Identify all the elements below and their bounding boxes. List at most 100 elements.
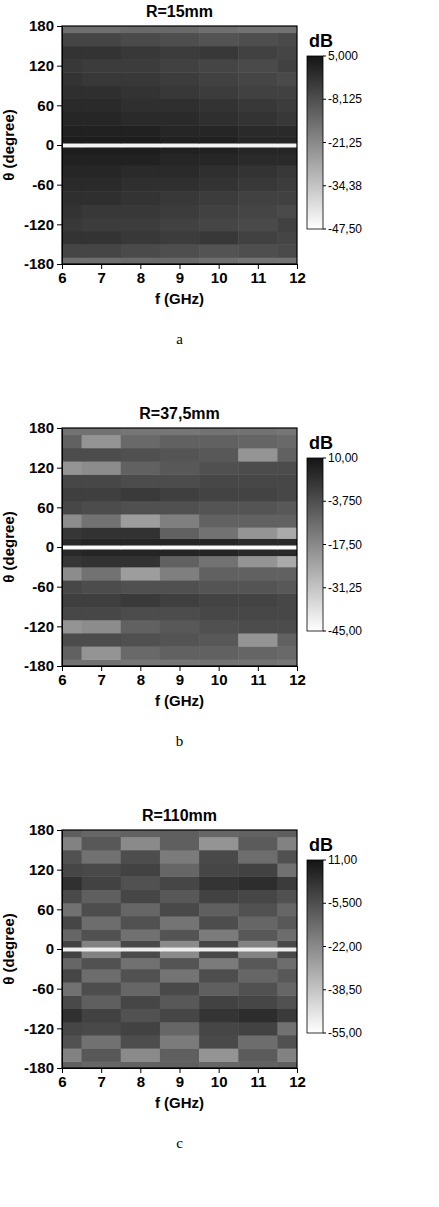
heat-cell [62, 26, 82, 33]
heat-cell [277, 837, 297, 851]
heat-cell [199, 1048, 239, 1062]
heat-cell [160, 1035, 200, 1049]
heat-cell [62, 916, 82, 930]
heat-cell [277, 659, 297, 666]
y-tick-mark [57, 428, 62, 429]
heat-cell [277, 545, 297, 549]
heat-cell [277, 33, 297, 47]
x-tick-label: 6 [58, 1073, 66, 1090]
heat-cell [121, 205, 161, 219]
heat-cell [82, 99, 122, 113]
heat-cell [277, 958, 297, 970]
y-tick-mark [57, 66, 62, 67]
heat-cell [160, 969, 200, 983]
colorbar-title: dB [309, 433, 333, 453]
chart-canvas: 6789101112-180-120-60060120180R=15mmf (G… [0, 0, 439, 1207]
colorbar-title: dB [309, 31, 333, 51]
heat-cell [121, 125, 161, 137]
heat-cell [199, 231, 239, 245]
heat-cell [121, 538, 161, 545]
heat-cell [277, 1048, 297, 1062]
heat-cell [82, 205, 122, 219]
heat-cell [199, 474, 239, 488]
heat-cell [121, 435, 161, 449]
heat-cell [62, 580, 82, 594]
heat-cell [160, 567, 200, 581]
colorbar-tick [323, 185, 326, 186]
y-tick-label: 60 [37, 97, 54, 114]
heat-cell [238, 26, 278, 33]
y-tick-mark [57, 909, 62, 910]
heat-cell [277, 46, 297, 60]
heat-cell [121, 567, 161, 581]
heat-cell [82, 514, 122, 528]
heat-cell [238, 958, 278, 970]
heat-cell [238, 147, 278, 154]
heat-cell [62, 231, 82, 245]
heat-cell [62, 191, 82, 205]
x-tick: 9 [176, 264, 184, 286]
heat-cell [82, 607, 122, 621]
heat-cell [277, 147, 297, 154]
x-tick-label: 9 [176, 1073, 184, 1090]
heat-cell [62, 876, 82, 890]
heat-cell [238, 112, 278, 126]
heat-cell [238, 527, 278, 539]
heat-cell [62, 549, 82, 556]
heat-cell [277, 501, 297, 515]
heat-cell [238, 929, 278, 941]
x-tick: 11 [250, 1068, 266, 1090]
heat-cell [277, 549, 297, 556]
heat-cell [199, 556, 239, 568]
heat-cell [82, 863, 122, 877]
colorbar-tick-label: -55,00 [328, 1026, 362, 1040]
heat-cell [121, 1035, 161, 1049]
heat-cell [238, 969, 278, 983]
heat-cell [62, 1022, 82, 1036]
heat-cell [238, 474, 278, 488]
heat-cell [277, 488, 297, 502]
heat-cell [277, 607, 297, 621]
heat-cell [62, 136, 82, 143]
heat-cell [121, 916, 161, 930]
x-axis-title: f (GHz) [155, 290, 204, 307]
heat-cell [238, 154, 278, 166]
heat-cell [160, 633, 200, 647]
heat-cell [82, 659, 122, 666]
heat-cell [277, 646, 297, 660]
heat-cell [277, 863, 297, 877]
heat-cell [82, 982, 122, 996]
heat-cell [199, 633, 239, 647]
heat-cell [199, 1035, 239, 1049]
heat-cell [121, 951, 161, 958]
heat-cell [62, 958, 82, 970]
heat-cell [62, 143, 82, 147]
x-tick-label: 12 [289, 671, 306, 688]
heat-cell [277, 567, 297, 581]
y-tick: -120 [24, 1020, 62, 1037]
heat-cell [199, 59, 239, 73]
heat-cell [62, 1009, 82, 1023]
heat-cell [121, 850, 161, 864]
heat-cell [62, 947, 82, 951]
x-tick: 6 [58, 666, 66, 688]
heat-cell [82, 154, 122, 166]
heat-cell [199, 125, 239, 137]
heat-cell [62, 863, 82, 877]
heat-cell [238, 514, 278, 528]
y-tick-mark [57, 26, 62, 27]
heat-cell [82, 1009, 122, 1023]
y-tick-mark [57, 105, 62, 106]
y-tick-mark [57, 224, 62, 225]
heat-cell [160, 1048, 200, 1062]
heat-cell [82, 165, 122, 179]
heat-cell [277, 890, 297, 904]
y-tick-label: -180 [24, 255, 54, 272]
colorbar-tick-label: -34,38 [328, 179, 362, 193]
heat-cell [160, 1009, 200, 1023]
heat-cell [160, 86, 200, 100]
heat-cell [160, 448, 200, 462]
y-tick-label: -180 [24, 1059, 54, 1076]
heat-cell [199, 448, 239, 462]
heat-cell [82, 488, 122, 502]
